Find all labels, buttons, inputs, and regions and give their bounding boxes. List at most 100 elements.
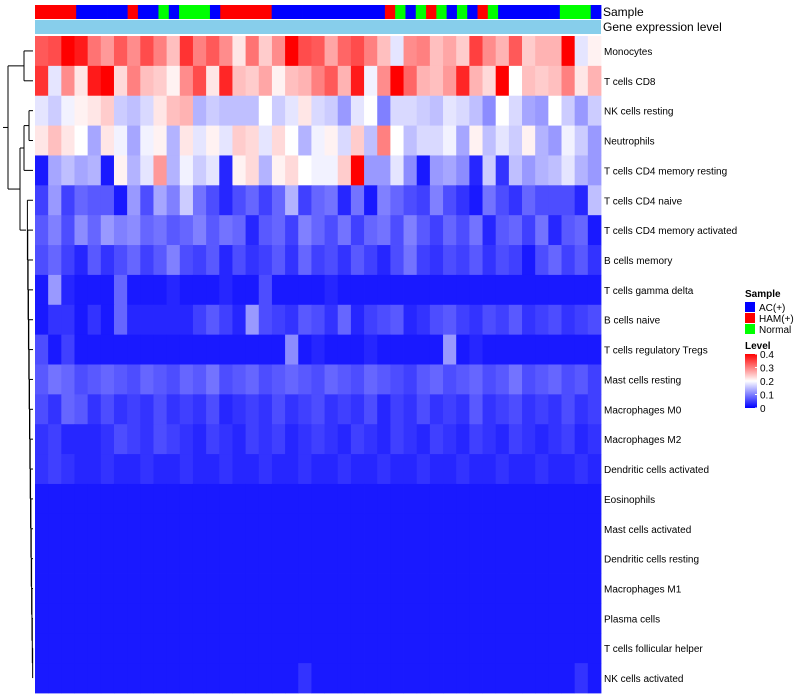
heatmap-cell — [429, 513, 444, 545]
heatmap-cell — [245, 454, 260, 485]
sample-annotation-cell — [261, 5, 273, 19]
heatmap-cell — [364, 663, 378, 694]
heatmap-cell — [377, 125, 391, 156]
heatmap-cell — [61, 245, 75, 276]
sample-annotation-cell — [426, 5, 437, 19]
heatmap-cell — [219, 394, 233, 425]
heatmap-cell — [482, 603, 497, 634]
heatmap-cell — [429, 304, 444, 336]
heatmap-cell — [495, 663, 510, 694]
heatmap-cell — [535, 65, 549, 97]
heatmap-cell — [482, 155, 497, 186]
legend-sample-entries: AC(+)HAM(+)Normal — [745, 302, 794, 336]
heatmap-cell — [206, 424, 220, 455]
heatmap-cell — [324, 543, 339, 574]
heatmap-cell — [298, 95, 312, 126]
heatmap-cell — [548, 573, 562, 604]
heatmap-cell — [337, 424, 352, 455]
sample-annotation-cell — [580, 5, 592, 19]
heatmap-cell — [311, 274, 325, 306]
heatmap-cell — [482, 633, 497, 664]
heatmap-cell — [192, 185, 207, 216]
heatmap-cell — [535, 185, 549, 216]
heatmap-cell — [416, 483, 431, 515]
heatmap-cell — [561, 573, 576, 604]
heatmap-cell — [100, 573, 115, 604]
heatmap-cell — [192, 543, 207, 574]
heatmap-cell — [561, 95, 576, 126]
heatmap-cell — [61, 215, 75, 246]
heatmap-cell — [522, 454, 536, 485]
heatmap-cell — [74, 185, 89, 216]
heatmap-cell — [587, 245, 602, 276]
heatmap-cell — [258, 513, 273, 545]
heatmap-cell — [535, 394, 549, 425]
heatmap-cell — [285, 603, 299, 634]
heatmap-cell — [324, 454, 339, 485]
heatmap-cell — [48, 394, 62, 425]
heatmap-cell — [127, 125, 141, 156]
heatmap-cell — [48, 663, 62, 694]
heatmap-cell — [443, 603, 457, 634]
heatmap-cell — [403, 95, 418, 126]
heatmap-cell — [482, 394, 497, 425]
heatmap-cell — [469, 125, 483, 156]
heatmap-cell — [113, 483, 128, 515]
heatmap-cell — [271, 543, 286, 574]
heatmap-cell — [390, 65, 404, 97]
heatmap-cell — [285, 364, 299, 395]
heatmap-cell — [377, 245, 391, 276]
row-label: Monocytes — [604, 47, 652, 58]
heatmap-cell — [522, 65, 536, 97]
heatmap-cell — [403, 304, 418, 336]
heatmap-cell — [574, 633, 589, 664]
heatmap-cell — [364, 65, 378, 97]
heatmap-cell — [140, 633, 154, 664]
heatmap-cell — [561, 125, 576, 156]
sample-annotation-cell — [559, 5, 571, 19]
heatmap-cell — [153, 543, 168, 574]
heatmap-cell — [140, 304, 154, 336]
heatmap-cell — [87, 364, 102, 395]
heatmap-cell — [74, 513, 89, 545]
heatmap-cell — [587, 364, 602, 395]
heatmap-cell — [35, 483, 49, 515]
heatmap-cell — [219, 36, 233, 67]
heatmap-cell — [324, 513, 339, 545]
heatmap-cell — [429, 424, 444, 455]
heatmap-cell — [469, 215, 483, 246]
heatmap-cell — [206, 633, 220, 664]
heatmap-cell — [403, 394, 418, 425]
heatmap-cell — [61, 274, 75, 306]
heatmap-cell — [311, 155, 325, 186]
heatmap-cell — [87, 334, 102, 365]
sample-annotation-cell — [415, 5, 427, 19]
heatmap-cell — [206, 364, 220, 395]
heatmap-cell — [206, 454, 220, 485]
heatmap-cell — [61, 543, 75, 574]
heatmap-cell — [113, 394, 128, 425]
heatmap-cell — [456, 245, 470, 276]
heatmap-cell — [482, 65, 497, 97]
heatmap-cell — [364, 424, 378, 455]
row-label: NK cells resting — [604, 107, 673, 118]
heatmap-cell — [561, 394, 576, 425]
heatmap-cell — [61, 573, 75, 604]
heatmap-cell — [179, 603, 194, 634]
heatmap-cell — [140, 454, 154, 485]
heatmap-cell — [206, 185, 220, 216]
heatmap-cell — [429, 155, 444, 186]
heatmap-cell — [298, 274, 312, 306]
heatmap-cell — [324, 483, 339, 515]
heatmap-cell — [364, 304, 378, 336]
heatmap-cell — [271, 603, 286, 634]
heatmap-cell — [113, 36, 128, 67]
heatmap-cell — [456, 424, 470, 455]
heatmap-cell — [179, 543, 194, 574]
heatmap-cell — [48, 65, 62, 97]
heatmap-cell — [232, 334, 247, 365]
heatmap-cell — [337, 663, 352, 694]
heatmap-cell — [245, 543, 260, 574]
heatmap-cell — [508, 454, 523, 485]
heatmap-cell — [456, 633, 470, 664]
